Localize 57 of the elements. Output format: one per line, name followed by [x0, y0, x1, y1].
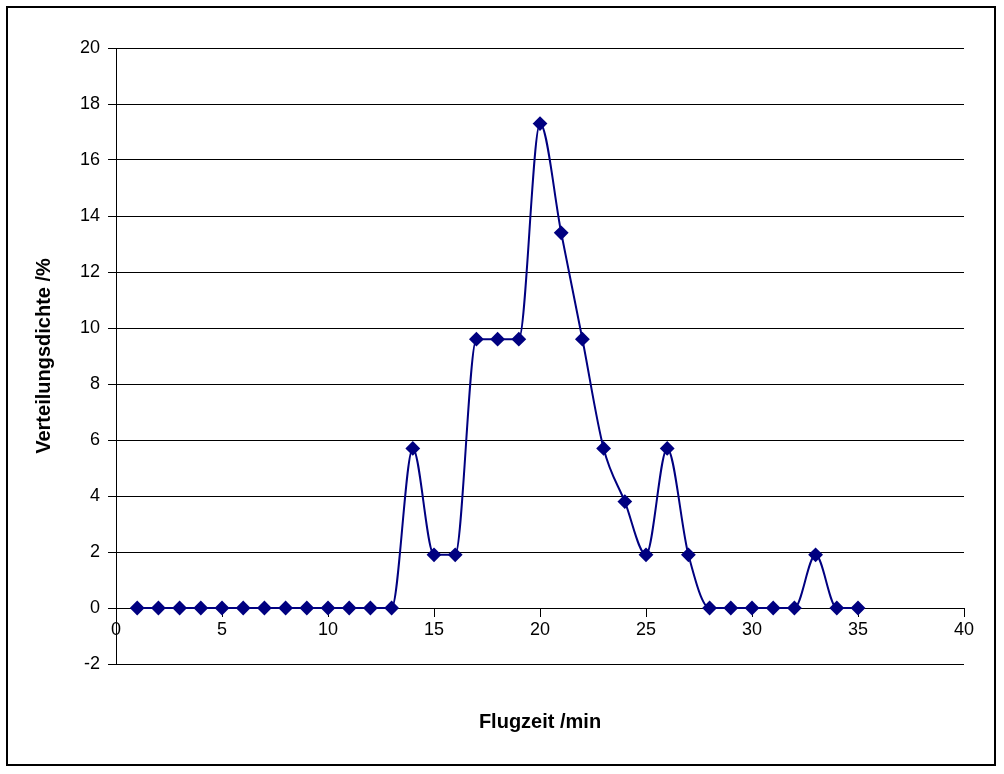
- point: [787, 601, 802, 615]
- y-tick-label: 16: [79, 148, 101, 169]
- point: [193, 601, 208, 615]
- point: [851, 601, 865, 615]
- x-tick-label: 35: [847, 618, 869, 639]
- point: [745, 601, 760, 615]
- x-axis-title: Flugzeit /min: [478, 709, 602, 732]
- point: [702, 601, 717, 615]
- x-tick-label: 20: [530, 618, 551, 639]
- y-tick-label: 12: [79, 260, 101, 281]
- point: [363, 601, 378, 615]
- point: [511, 332, 526, 347]
- point: [617, 494, 632, 509]
- x-tick-label: 30: [741, 618, 763, 639]
- point: [829, 601, 844, 615]
- point: [384, 601, 399, 615]
- y-tick-label: 6: [90, 428, 101, 449]
- x-tick-label: 5: [217, 618, 228, 639]
- point: [469, 332, 484, 347]
- y-tick-label: 4: [90, 484, 101, 505]
- point: [236, 601, 251, 615]
- point: [172, 601, 187, 615]
- point: [575, 332, 590, 347]
- point: [660, 441, 675, 456]
- point: [130, 601, 145, 615]
- point: [533, 116, 548, 131]
- point: [639, 547, 654, 562]
- x-tick-label: 40: [953, 618, 975, 639]
- point: [596, 441, 611, 456]
- y-tick-label: 2: [90, 540, 101, 561]
- x-tick-label: 10: [318, 618, 339, 639]
- point: [723, 601, 738, 615]
- y-tick-label: 0: [90, 596, 101, 617]
- point: [215, 601, 230, 615]
- y-tick-label: 14: [79, 204, 101, 225]
- y-axis-title: Verteilungsdichte /%: [31, 257, 54, 454]
- y-tick-label: 18: [79, 92, 101, 113]
- point: [490, 332, 505, 347]
- x-tick-label: 25: [635, 618, 657, 639]
- y-tick-label: 20: [79, 36, 101, 57]
- point: [766, 601, 781, 615]
- point: [681, 547, 696, 562]
- point: [321, 601, 336, 615]
- point: [405, 441, 420, 456]
- point: [554, 225, 569, 240]
- y-tick-label: 8: [90, 372, 101, 393]
- point: [257, 601, 272, 615]
- point: [278, 601, 293, 615]
- point: [299, 601, 314, 615]
- point: [342, 601, 357, 615]
- point: [151, 601, 166, 615]
- point: [427, 547, 442, 562]
- x-tick-label: 15: [424, 618, 445, 639]
- point: [448, 547, 463, 562]
- point: [808, 547, 823, 562]
- y-tick-label: -2: [84, 652, 101, 673]
- y-tick-label: 10: [79, 316, 101, 337]
